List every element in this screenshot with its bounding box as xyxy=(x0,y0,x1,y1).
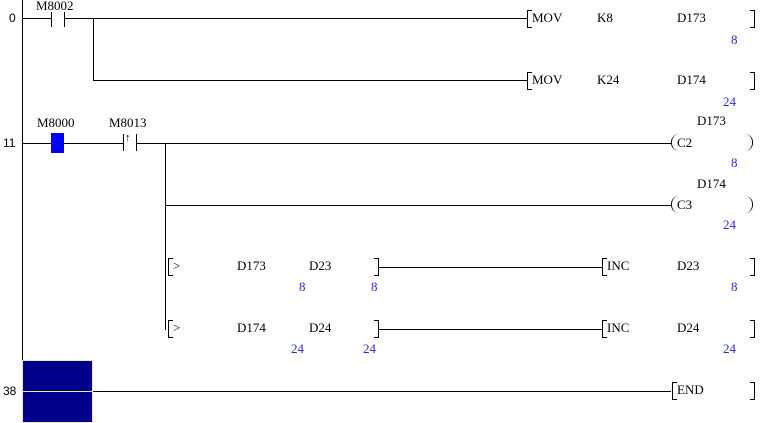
operand: D24 xyxy=(677,320,700,335)
contact-label-m8013: M8013 xyxy=(109,115,147,130)
compare-op: > xyxy=(173,320,181,335)
monitor-value: 8 xyxy=(731,279,738,294)
coil-label: C3 xyxy=(677,197,693,212)
contact-label-m8002: M8002 xyxy=(36,0,74,13)
monitor-value: 24 xyxy=(723,341,736,356)
operand: D174 xyxy=(697,176,726,191)
instruction-op: MOV xyxy=(532,72,563,87)
step-number: 11 xyxy=(3,136,16,150)
operand: D23 xyxy=(677,258,700,273)
monitor-value: 24 xyxy=(363,341,376,356)
contact-m8000-active[interactable] xyxy=(51,133,64,153)
cursor-divider xyxy=(23,391,92,392)
monitor-value: 8 xyxy=(731,32,738,47)
operand: D173 xyxy=(677,10,706,25)
arrow-up-icon: ↑ xyxy=(125,132,131,144)
operand: D174 xyxy=(677,72,706,87)
operand: K24 xyxy=(597,72,620,87)
monitor-value: 8 xyxy=(731,155,738,170)
step-number: 0 xyxy=(9,11,16,25)
instruction-op: INC xyxy=(607,258,630,273)
left-power-rail xyxy=(22,0,23,362)
monitor-value: 24 xyxy=(723,217,736,232)
operand: D174 xyxy=(237,320,266,335)
operand: D24 xyxy=(309,320,332,335)
operand: D173 xyxy=(697,113,726,128)
instruction-op: END xyxy=(677,382,704,397)
instruction-op: MOV xyxy=(532,10,563,25)
operand: D23 xyxy=(309,258,332,273)
operand: D173 xyxy=(237,258,266,273)
monitor-value: 8 xyxy=(299,279,306,294)
monitor-value: 24 xyxy=(291,341,304,356)
step-number: 38 xyxy=(3,384,17,398)
monitor-value: 24 xyxy=(723,94,736,109)
contact-label-m8000: M8000 xyxy=(37,115,75,130)
instruction-op: INC xyxy=(607,320,630,335)
operand: K8 xyxy=(597,10,613,25)
normally-open-contact-m8002[interactable] xyxy=(51,12,65,27)
monitor-value: 8 xyxy=(371,279,378,294)
coil-label: C2 xyxy=(677,135,693,150)
rising-edge-contact-m8013[interactable]: ↑ xyxy=(123,132,137,151)
compare-op: > xyxy=(173,258,181,273)
